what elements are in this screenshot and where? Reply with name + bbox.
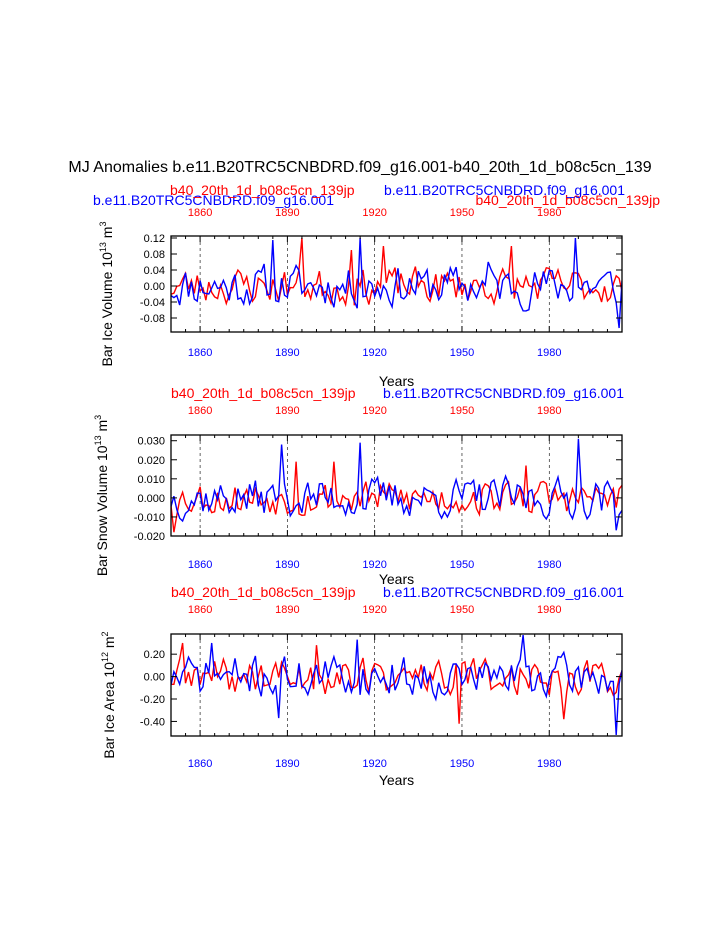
figure-title: MJ Anomalies b.e11.B20TRC5CNBDRD.f09_g16…	[68, 159, 651, 176]
overlay-case-label-red: b40_20th_1d_b08c5cn_139jp	[170, 182, 355, 198]
x-tick-label-bottom: 1950	[450, 758, 474, 770]
x-tick-label-bottom: 1920	[362, 347, 386, 359]
x-tick-label-bottom: 1890	[275, 347, 299, 359]
x-tick-label-top: 1860	[188, 207, 212, 219]
x-tick-label-top: 1950	[450, 405, 474, 417]
y-tick-label: 0.020	[137, 455, 165, 467]
x-tick-label-bottom: 1980	[537, 758, 561, 770]
series-line-red	[171, 642, 622, 724]
x-tick-label-top: 1980	[537, 604, 561, 616]
plot-frame	[170, 434, 623, 537]
x-tick-label-top: 1980	[537, 207, 561, 219]
x-axis-title: Years	[379, 571, 414, 587]
y-tick-label: 0.00	[144, 672, 165, 684]
x-tick-label-bottom: 1890	[275, 559, 299, 571]
y-tick-label: 0.12	[144, 233, 165, 245]
chart-panel-1: -0.08 -0.04 0.00 0.04 0.08 0.12 1860 1860 1890 18…	[93, 182, 660, 389]
x-tick-label-top: 1890	[275, 207, 299, 219]
x-tick-label-top: 1890	[275, 604, 299, 616]
chart-panel-3: -0.40 -0.20 0.00 0.20 1860 1860 1890 1890 1920 19…	[100, 584, 624, 788]
y-axis-title: Bar Ice Area 1012 m2	[100, 631, 117, 758]
x-tick-label-top: 1860	[188, 405, 212, 417]
top-right-case-label: b.e11.B20TRC5CNBDRD.f09_g16.001	[383, 385, 624, 401]
series-line-blue	[171, 635, 622, 735]
overlay-case-label-blue: b.e11.B20TRC5CNBDRD.f09_g16.001	[384, 182, 625, 198]
x-axis-title: Years	[379, 772, 414, 788]
series-line-blue	[171, 237, 622, 329]
y-axis-title: Bar Snow Volume 1013 m3	[93, 415, 110, 576]
y-tick-label: -0.010	[134, 512, 165, 524]
y-tick-label: -0.20	[140, 694, 165, 706]
x-tick-label-top: 1920	[362, 207, 386, 219]
plot-frame	[170, 633, 623, 737]
x-tick-label-top: 1920	[362, 604, 386, 616]
y-tick-label: -0.020	[134, 531, 165, 543]
top-right-case-label: b.e11.B20TRC5CNBDRD.f09_g16.001	[383, 584, 624, 600]
x-tick-label-bottom: 1860	[188, 758, 212, 770]
x-tick-label-top: 1890	[275, 405, 299, 417]
y-tick-label: 0.030	[137, 436, 165, 448]
x-tick-label-bottom: 1980	[537, 347, 561, 359]
x-tick-label-bottom: 1860	[188, 559, 212, 571]
x-tick-label-bottom: 1920	[362, 758, 386, 770]
y-tick-label: -0.04	[140, 297, 165, 309]
plot-frame	[170, 235, 623, 333]
x-tick-label-top: 1980	[537, 405, 561, 417]
y-tick-label: 0.08	[144, 249, 165, 261]
y-tick-label: 0.20	[144, 649, 165, 661]
x-tick-label-top: 1950	[450, 207, 474, 219]
y-tick-label: -0.40	[140, 716, 165, 728]
x-tick-label-bottom: 1890	[275, 758, 299, 770]
y-tick-label: -0.08	[140, 313, 165, 325]
series-line-red	[171, 237, 622, 308]
y-tick-label: 0.000	[137, 493, 165, 505]
y-tick-label: 0.04	[144, 265, 165, 277]
x-tick-label-top: 1920	[362, 405, 386, 417]
x-tick-label-bottom: 1950	[450, 559, 474, 571]
y-tick-label: 0.00	[144, 281, 165, 293]
series-line-blue	[171, 438, 622, 531]
y-tick-label: 0.010	[137, 474, 165, 486]
x-tick-label-bottom: 1950	[450, 347, 474, 359]
top-left-case-label: b40_20th_1d_b08c5cn_139jp	[171, 584, 356, 600]
x-tick-label-bottom: 1980	[537, 559, 561, 571]
y-axis-title: Bar Ice Volume 1013 m3	[98, 222, 115, 367]
x-tick-label-top: 1950	[450, 604, 474, 616]
x-axis-title: Years	[379, 373, 414, 389]
x-tick-label-top: 1860	[188, 604, 212, 616]
top-left-case-label: b40_20th_1d_b08c5cn_139jp	[171, 385, 356, 401]
top-right-case-label: b40_20th_1d_b08c5cn_139jp	[475, 192, 660, 208]
x-tick-label-bottom: 1920	[362, 559, 386, 571]
x-tick-label-bottom: 1860	[188, 347, 212, 359]
chart-panel-2: -0.020 -0.010 0.000 0.010 0.020 0.030 1860 1860…	[93, 385, 624, 587]
top-left-case-label: b.e11.B20TRC5CNBDRD.f09_g16.001	[93, 192, 334, 208]
